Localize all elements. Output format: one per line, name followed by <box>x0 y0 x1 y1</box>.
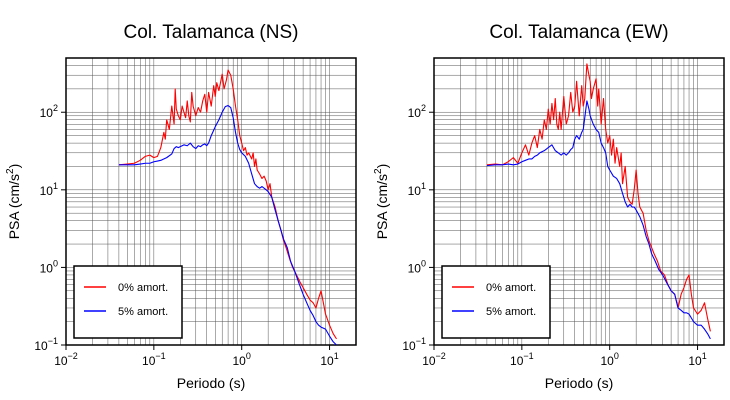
chart-title: Col. Talamanca (NS) <box>124 22 299 43</box>
y-tick-label: 10−1 <box>402 336 426 353</box>
y-tick-label: 101 <box>40 181 58 198</box>
x-axis-label: Periodo (s) <box>545 375 613 391</box>
series-line-red <box>486 63 711 332</box>
series-line-blue <box>486 100 711 340</box>
legend-label: 0% amort. <box>486 282 536 294</box>
legend: 0% amort. 5% amort. <box>441 265 551 339</box>
y-axis-label: PSA (cm/s2) <box>5 164 22 240</box>
x-tick-label: 10−2 <box>54 351 78 368</box>
y-tick-label: 10−1 <box>34 336 58 353</box>
plot-frame <box>433 57 725 346</box>
legend: 0% amort. 5% amort. <box>73 265 183 339</box>
x-tick-label: 10−2 <box>422 351 446 368</box>
x-tick-label: 101 <box>688 351 706 368</box>
chart-title: Col. Talamanca (EW) <box>489 22 668 43</box>
legend-box <box>73 265 183 339</box>
x-tick-label: 100 <box>233 351 251 368</box>
series-lines <box>118 69 337 345</box>
series-line-blue <box>118 104 337 345</box>
x-tick-label: 10−1 <box>510 351 534 368</box>
legend-label: 5% amort. <box>118 306 168 318</box>
x-tick-label: 101 <box>320 351 338 368</box>
y-tick-label: 101 <box>408 181 426 198</box>
y-tick-label: 102 <box>40 103 58 120</box>
y-axis-label: PSA (cm/s2) <box>373 164 390 240</box>
y-tick-label: 100 <box>40 258 58 275</box>
legend-box <box>441 265 551 339</box>
grid-lines <box>434 58 724 345</box>
legend-label: 5% amort. <box>486 306 536 318</box>
y-tick-label: 100 <box>408 258 426 275</box>
legend-label: 0% amort. <box>118 282 168 294</box>
x-axis-label: Periodo (s) <box>177 375 245 391</box>
series-lines <box>486 63 711 340</box>
x-tick-label: 100 <box>601 351 619 368</box>
plot-frame <box>65 57 357 346</box>
y-tick-label: 102 <box>408 103 426 120</box>
x-tick-label: 10−1 <box>142 351 166 368</box>
grid-lines <box>66 58 356 345</box>
